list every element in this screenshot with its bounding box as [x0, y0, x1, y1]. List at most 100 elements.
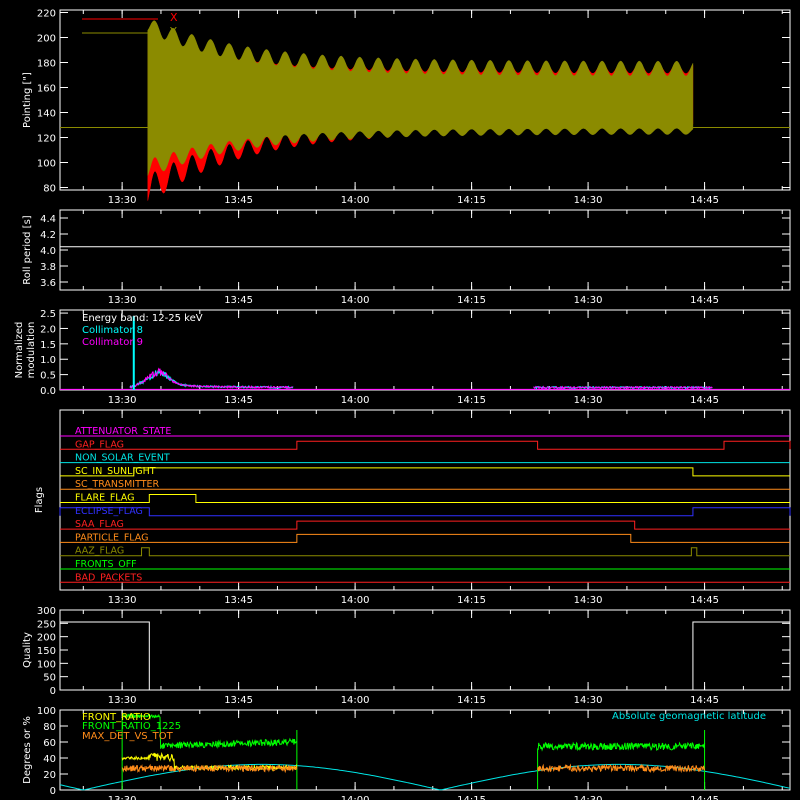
quality-panel: 300 250 200 150 100 50 0 Quality — [22, 606, 790, 697]
flag-label-gap_flag: GAP_FLAG — [75, 439, 124, 450]
x-tick-label: 14:00 — [341, 195, 370, 206]
y-tick-label: 140 — [37, 109, 56, 120]
y-tick-label: 80 — [43, 722, 56, 733]
x-tick-label: 13:30 — [108, 595, 137, 606]
y-axis-label: Quality — [22, 632, 33, 668]
max-det-vs-tot-line — [537, 763, 706, 774]
x-tick-label: 14:30 — [574, 395, 603, 406]
y-tick-label: 2.5 — [40, 309, 56, 320]
x-tick-label: 13:45 — [224, 395, 253, 406]
y-axis-label: Pointing ["] — [22, 72, 33, 128]
y-tick-label: 160 — [37, 84, 56, 95]
y-series-envelope — [147, 20, 694, 176]
legend-front-ratio: FRONT_RATIO — [82, 712, 151, 723]
y-tick-label: 4.2 — [40, 230, 56, 241]
flag-label-fronts_off: FRONTS_OFF — [75, 559, 137, 570]
y-tick-label: 50 — [43, 673, 56, 684]
x-tick-label: 13:30 — [108, 795, 137, 800]
y-tick-label: 0 — [50, 786, 56, 797]
y-tick-label: 40 — [43, 754, 56, 765]
panel-3: 13:30 13:45 14:00 14:15 14:30 14:45 — [59, 309, 791, 406]
x-tick-label: 14:30 — [574, 295, 603, 306]
x-tick-label: 13:45 — [224, 195, 253, 206]
flag-label-bad_packets: BAD_PACKETS — [75, 572, 142, 583]
x-tick-label: 14:15 — [457, 795, 486, 800]
x-tick-label: 14:15 — [457, 695, 486, 706]
flag-line-sc_in_sunlight — [60, 467, 790, 477]
legend-max-det-vs-tot: MAX_DET_VS_TOT — [82, 731, 174, 742]
y-tick-label: 200 — [37, 34, 56, 45]
legend-x-label: X — [170, 11, 178, 24]
y-tick-label: 1.0 — [40, 355, 56, 366]
x-tick-label: 14:45 — [690, 695, 719, 706]
x-tick-label: 13:45 — [224, 695, 253, 706]
panel-5: 13:30 13:45 14:00 14:15 14:30 14:45 — [59, 609, 791, 706]
y-tick-label: 60 — [43, 738, 56, 749]
x-tick-label: 13:30 — [108, 395, 137, 406]
flags-panel: Flags ATTENUATOR_STATE GAP_FLAG NON_SOLAR_E… — [34, 426, 791, 583]
panel-frame — [59, 309, 791, 391]
y-tick-label: 3.8 — [40, 262, 56, 273]
x-tick-label: 14:15 — [457, 395, 486, 406]
front-ratio-1225-line — [537, 741, 706, 752]
roll-panel: 4.4 4.2 4.0 3.8 3.6 Roll period [s] — [22, 214, 790, 289]
flag-line-eclipse_flag — [59, 507, 791, 517]
y-tick-label: 0.5 — [40, 371, 56, 382]
y-tick-label: 150 — [37, 646, 56, 657]
x-tick-label: 14:45 — [690, 195, 719, 206]
panel-frame — [59, 209, 791, 291]
y-axis-label: Normalized — [14, 322, 25, 379]
panel-2: 13:30 13:45 14:00 14:15 14:30 14:45 — [59, 209, 791, 306]
panel-4: 13:30 13:45 14:00 14:15 14:30 14:45 — [59, 409, 791, 606]
flag-label-attenuator_state: ATTENUATOR_STATE — [75, 426, 171, 437]
flag-line-particle_flag — [60, 533, 790, 543]
x-tick-label: 13:45 — [224, 595, 253, 606]
front-ratio-1225-line — [121, 712, 298, 750]
x-tick-label: 13:30 — [108, 295, 137, 306]
flag-label-non_solar_event: NON_SOLAR_EVENT — [75, 453, 170, 464]
x-tick-label: 14:30 — [574, 195, 603, 206]
modulation-panel: 2.5 2.0 1.5 1.0 0.5 0.0 Normalized modulation En… — [14, 309, 790, 397]
flag-label-flare_flag: FLARE_FLAG — [75, 493, 135, 504]
flag-label-particle_flag: PARTICLE_FLAG — [75, 532, 148, 543]
x-tick-label: 13:30 — [108, 695, 137, 706]
y-tick-label: 1.5 — [40, 340, 56, 351]
x-tick-label: 14:15 — [457, 595, 486, 606]
panel-frame — [59, 609, 791, 691]
flag-label-eclipse_flag: ECLIPSE_FLAG — [75, 506, 143, 517]
legend-front-ratio-1225: FRONT_RATIO_1225 — [82, 721, 181, 732]
y-tick-label: 220 — [37, 9, 56, 20]
y-tick-label: 180 — [37, 59, 56, 70]
x-tick-label: 14:45 — [690, 295, 719, 306]
flag-line-saa_flag — [60, 520, 790, 530]
flag-label-aaz_flag: AAZ_FLAG — [75, 546, 124, 557]
y-tick-label: 80 — [43, 184, 56, 195]
x-tick-label: 14:00 — [341, 295, 370, 306]
x-tick-label: 13:45 — [224, 795, 253, 800]
pointing-panel: 220 200 180 160 140 120 100 80 Pointing ["] XY — [22, 9, 790, 201]
legend-energy-band: Energy band: 12-25 keV — [82, 313, 203, 324]
quality-line — [60, 621, 790, 691]
x-tick-label: 14:45 — [690, 595, 719, 606]
flag-line-aaz_flag — [60, 547, 790, 557]
collimator-9-line — [533, 385, 713, 390]
legend-y-label: Y — [169, 25, 177, 38]
x-tick-label: 14:30 — [574, 695, 603, 706]
y-tick-label: 100 — [37, 159, 56, 170]
panel-frame — [59, 9, 791, 191]
y-tick-label: 300 — [37, 606, 56, 617]
y-axis-label: Degrees or % — [22, 716, 33, 784]
flag-label-sc_in_sunlight: SC_IN_SUNLIGHT — [75, 466, 156, 477]
x-tick-label: 14:00 — [341, 795, 370, 800]
flag-line-gap_flag — [60, 440, 791, 450]
max-det-vs-tot-line — [121, 763, 298, 774]
annotation-geomagnetic-latitude: Absolute geomagnetic latitude — [612, 711, 766, 722]
y-tick-label: 100 — [37, 706, 56, 717]
ratio-panel: 100 80 60 40 20 0 Degrees or % FRONT_RATIOFRONT… — [22, 706, 791, 797]
y-tick-label: 0.0 — [40, 386, 56, 397]
collimator-9-line — [129, 367, 293, 390]
y-tick-label: 200 — [37, 633, 56, 644]
y-tick-label: 2.0 — [40, 324, 56, 335]
x-tick-label: 14:30 — [574, 795, 603, 800]
